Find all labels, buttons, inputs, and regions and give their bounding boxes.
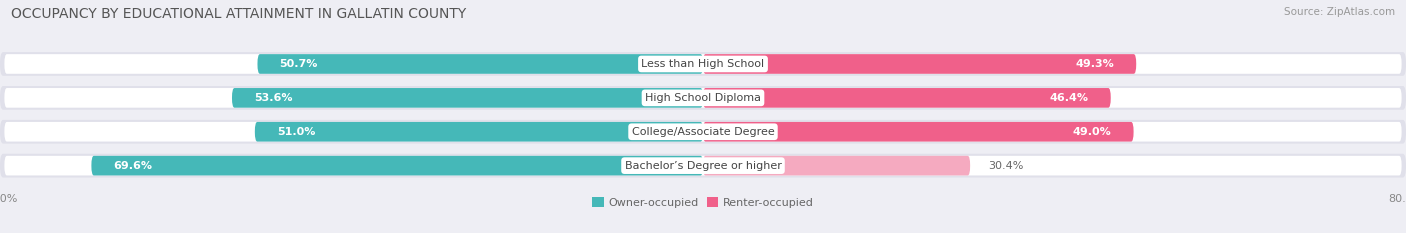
FancyBboxPatch shape <box>703 54 1136 74</box>
FancyBboxPatch shape <box>0 120 1406 144</box>
FancyBboxPatch shape <box>703 88 1111 108</box>
Text: High School Diploma: High School Diploma <box>645 93 761 103</box>
Text: Less than High School: Less than High School <box>641 59 765 69</box>
Text: 69.6%: 69.6% <box>114 161 152 171</box>
Text: 49.3%: 49.3% <box>1076 59 1114 69</box>
Legend: Owner-occupied, Renter-occupied: Owner-occupied, Renter-occupied <box>588 193 818 212</box>
Text: 50.7%: 50.7% <box>280 59 318 69</box>
Text: College/Associate Degree: College/Associate Degree <box>631 127 775 137</box>
Text: 51.0%: 51.0% <box>277 127 315 137</box>
FancyBboxPatch shape <box>0 154 1406 178</box>
Text: 49.0%: 49.0% <box>1073 127 1112 137</box>
FancyBboxPatch shape <box>254 122 703 142</box>
FancyBboxPatch shape <box>703 122 1133 142</box>
FancyBboxPatch shape <box>4 54 1402 74</box>
FancyBboxPatch shape <box>91 156 703 175</box>
FancyBboxPatch shape <box>4 88 1402 108</box>
Text: Source: ZipAtlas.com: Source: ZipAtlas.com <box>1284 7 1395 17</box>
Text: 53.6%: 53.6% <box>254 93 292 103</box>
Text: Bachelor’s Degree or higher: Bachelor’s Degree or higher <box>624 161 782 171</box>
FancyBboxPatch shape <box>232 88 703 108</box>
FancyBboxPatch shape <box>0 86 1406 110</box>
FancyBboxPatch shape <box>4 122 1402 142</box>
FancyBboxPatch shape <box>4 156 1402 175</box>
FancyBboxPatch shape <box>703 156 970 175</box>
FancyBboxPatch shape <box>257 54 703 74</box>
Text: 30.4%: 30.4% <box>987 161 1024 171</box>
Text: OCCUPANCY BY EDUCATIONAL ATTAINMENT IN GALLATIN COUNTY: OCCUPANCY BY EDUCATIONAL ATTAINMENT IN G… <box>11 7 467 21</box>
Text: 46.4%: 46.4% <box>1050 93 1088 103</box>
FancyBboxPatch shape <box>0 52 1406 76</box>
